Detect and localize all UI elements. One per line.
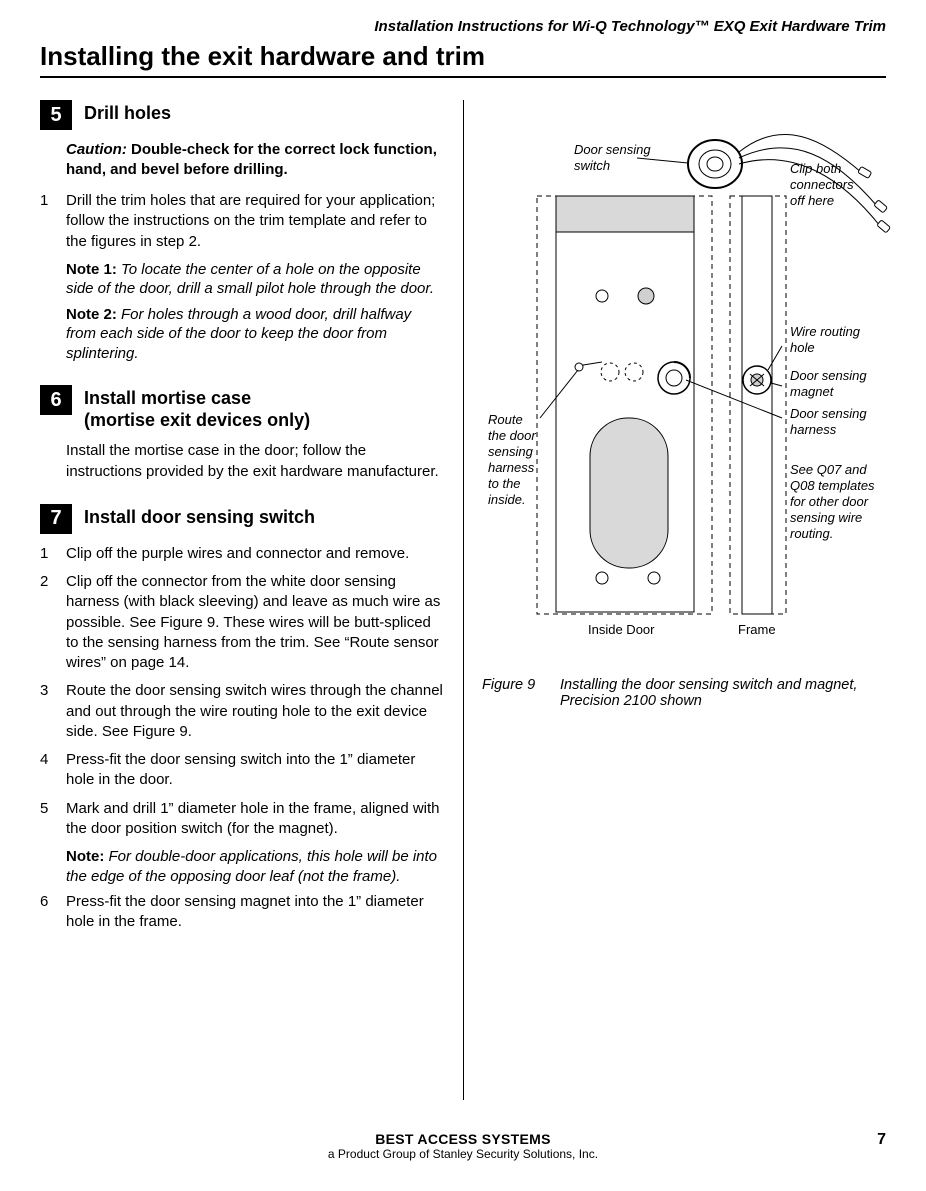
- label-templates-3: for other door: [790, 494, 869, 509]
- item-number: 5: [40, 799, 66, 840]
- step-5-note2: Note 2: For holes through a wood door, d…: [66, 305, 445, 364]
- label-route-4: harness: [488, 460, 535, 475]
- item-number: 2: [40, 572, 66, 673]
- label-magnet-1: Door sensing: [790, 368, 867, 383]
- step-6-paragraph: Install the mortise case in the door; fo…: [66, 441, 445, 482]
- step-7-title: Install door sensing switch: [84, 504, 315, 529]
- item-text: Press-fit the door sensing magnet into t…: [66, 892, 445, 933]
- footer-sub: a Product Group of Stanley Security Solu…: [40, 1147, 886, 1161]
- label-harness-2: harness: [790, 422, 837, 437]
- right-column: Door sensing switch Clip both connectors…: [463, 100, 886, 1100]
- page-footer: BEST ACCESS SYSTEMS a Product Group of S…: [40, 1131, 886, 1161]
- item-text: Drill the trim holes that are required f…: [66, 191, 445, 252]
- step-7-list-cont: 6Press-fit the door sensing magnet into …: [40, 892, 445, 933]
- figure-9-caption: Figure 9 Installing the door sensing swi…: [482, 677, 886, 709]
- list-item: 1Clip off the purple wires and connector…: [40, 544, 445, 564]
- label-clip-both-1: Clip both: [790, 161, 841, 176]
- item-text: Press-fit the door sensing switch into t…: [66, 750, 445, 791]
- figure-9: Door sensing switch Clip both connectors…: [482, 118, 886, 663]
- label-harness-1: Door sensing: [790, 406, 867, 421]
- label-magnet-2: magnet: [790, 384, 835, 399]
- figure-caption-text: Installing the door sensing switch and m…: [560, 677, 886, 709]
- page-title: Installing the exit hardware and trim: [40, 41, 886, 78]
- item-number: 6: [40, 892, 66, 933]
- list-item: 4Press-fit the door sensing switch into …: [40, 750, 445, 791]
- item-number: 1: [40, 191, 66, 252]
- list-item: 3Route the door sensing switch wires thr…: [40, 681, 445, 742]
- label-templates-1: See Q07 and: [790, 462, 867, 477]
- label-inside-door: Inside Door: [588, 622, 655, 637]
- note-body: To locate the center of a hole on the op…: [66, 261, 434, 298]
- step-5-header: 5 Drill holes: [40, 100, 445, 130]
- document-header: Installation Instructions for Wi-Q Techn…: [40, 0, 886, 41]
- item-number: 4: [40, 750, 66, 791]
- step-5-caution: Caution: Double-check for the correct lo…: [66, 140, 445, 179]
- label-door-sensing-switch: Door sensing: [574, 142, 651, 157]
- item-text: Clip off the purple wires and connector …: [66, 544, 445, 564]
- step-6-title-line2: (mortise exit devices only): [84, 410, 310, 430]
- note-label: Note 1:: [66, 261, 117, 278]
- note-body: For double-door applications, this hole …: [66, 848, 437, 885]
- page-number: 7: [877, 1131, 886, 1149]
- label-route-2: the door: [488, 428, 536, 443]
- item-number: 1: [40, 544, 66, 564]
- label-templates-2: Q08 templates: [790, 478, 875, 493]
- label-templates-4: sensing wire: [790, 510, 862, 525]
- list-item: 2Clip off the connector from the white d…: [40, 572, 445, 673]
- label-route-6: inside.: [488, 492, 526, 507]
- item-number: 3: [40, 681, 66, 742]
- step-6-title-line1: Install mortise case: [84, 388, 251, 408]
- item-text: Clip off the connector from the white do…: [66, 572, 445, 673]
- step-number-7: 7: [40, 504, 72, 534]
- caution-label: Caution:: [66, 141, 127, 158]
- list-item: 6Press-fit the door sensing magnet into …: [40, 892, 445, 933]
- label-clip-both-3: off here: [790, 193, 834, 208]
- step-5-title: Drill holes: [84, 100, 171, 125]
- step-number-5: 5: [40, 100, 72, 130]
- step-7-list: 1Clip off the purple wires and connector…: [40, 544, 445, 839]
- label-frame: Frame: [738, 622, 776, 637]
- label-door-sensing-switch-2: switch: [574, 158, 610, 173]
- step-5-note1: Note 1: To locate the center of a hole o…: [66, 260, 445, 299]
- step-7-header: 7 Install door sensing switch: [40, 504, 445, 534]
- figure-label: Figure 9: [482, 677, 560, 709]
- note-label: Note 2:: [66, 306, 117, 323]
- step-7-note: Note: For double-door applications, this…: [66, 847, 445, 886]
- content-columns: 5 Drill holes Caution: Double-check for …: [40, 100, 886, 1100]
- figure-9-diagram: Door sensing switch Clip both connectors…: [482, 118, 902, 658]
- step-6-header: 6 Install mortise case (mortise exit dev…: [40, 385, 445, 431]
- label-templates-5: routing.: [790, 526, 833, 541]
- label-route-3: sensing: [488, 444, 534, 459]
- label-route-1: Route: [488, 412, 523, 427]
- label-wire-routing-1: Wire routing: [790, 324, 861, 339]
- step-6-title: Install mortise case (mortise exit devic…: [84, 385, 310, 431]
- label-clip-both-2: connectors: [790, 177, 854, 192]
- label-route-5: to the: [488, 476, 521, 491]
- item-text: Mark and drill 1” diameter hole in the f…: [66, 799, 445, 840]
- footer-brand: BEST ACCESS SYSTEMS: [40, 1131, 886, 1147]
- list-item: 5Mark and drill 1” diameter hole in the …: [40, 799, 445, 840]
- item-text: Route the door sensing switch wires thro…: [66, 681, 445, 742]
- left-column: 5 Drill holes Caution: Double-check for …: [40, 100, 463, 1100]
- step-5-list: 1 Drill the trim holes that are required…: [40, 191, 445, 252]
- note-body: For holes through a wood door, drill hal…: [66, 306, 411, 362]
- step-number-6: 6: [40, 385, 72, 415]
- note-label: Note:: [66, 848, 104, 865]
- label-wire-routing-2: hole: [790, 340, 815, 355]
- list-item: 1 Drill the trim holes that are required…: [40, 191, 445, 252]
